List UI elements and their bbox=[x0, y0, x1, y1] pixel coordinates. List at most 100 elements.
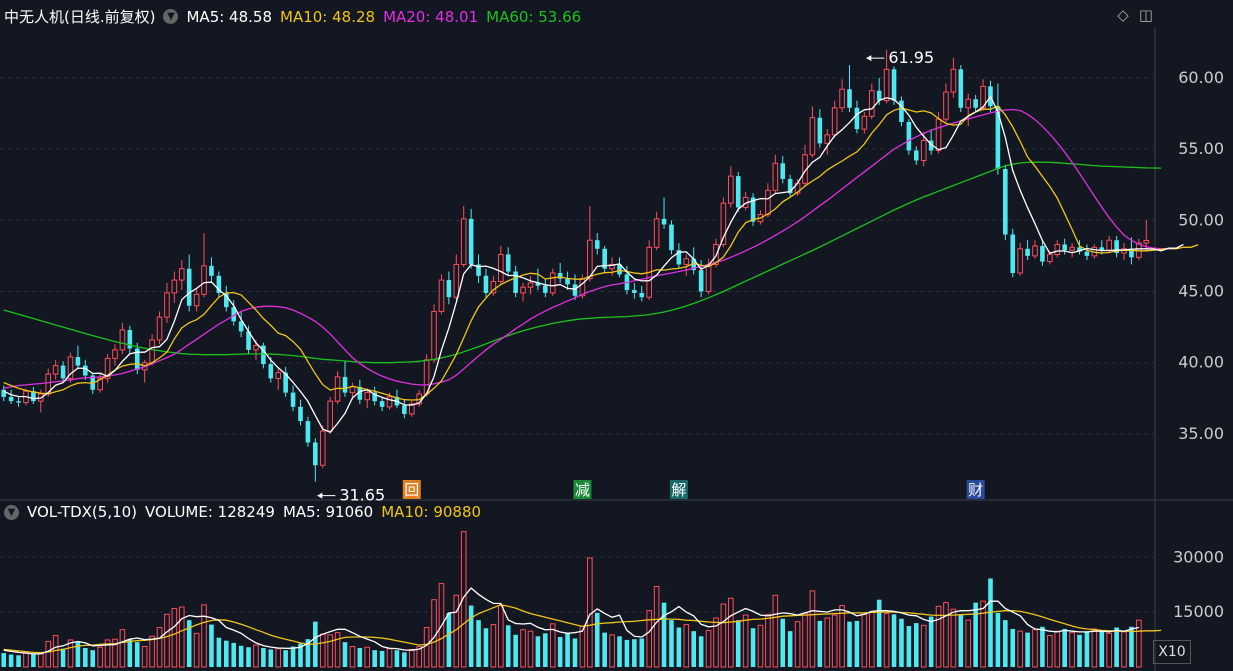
candle-body bbox=[319, 430, 326, 466]
volume-bar bbox=[1047, 635, 1053, 668]
candle-body bbox=[127, 329, 133, 349]
candle-body bbox=[231, 307, 237, 322]
volume-bar bbox=[565, 632, 570, 667]
panel-toggle-icon[interactable]: ◫ bbox=[1138, 6, 1153, 24]
candle-body bbox=[476, 264, 481, 276]
ma10-label: MA10: 48.28 bbox=[280, 7, 376, 26]
volume-bar bbox=[1017, 630, 1023, 668]
candle-body bbox=[171, 279, 178, 294]
candle-body bbox=[617, 264, 622, 275]
volume-bar bbox=[624, 639, 630, 667]
candle-body bbox=[223, 292, 229, 308]
volume-bar bbox=[906, 626, 912, 667]
volume-bar bbox=[164, 613, 170, 668]
candle-body bbox=[164, 292, 170, 318]
chevron-down-icon[interactable]: ▼ bbox=[4, 504, 19, 520]
volume-bar bbox=[579, 625, 586, 668]
volume-bar bbox=[549, 623, 556, 668]
volume-bar bbox=[988, 578, 993, 667]
candle-body bbox=[1047, 253, 1053, 263]
candle-body bbox=[357, 386, 363, 400]
volume-bar bbox=[891, 614, 897, 667]
candle-body bbox=[868, 90, 875, 117]
volume-bar bbox=[899, 618, 904, 667]
volume-bar bbox=[1054, 630, 1061, 668]
volume-bar bbox=[943, 602, 949, 668]
volume-bar bbox=[246, 647, 251, 667]
price-tick-label: 50.00 bbox=[1178, 210, 1224, 229]
volume-bar bbox=[231, 642, 237, 667]
volume-bar bbox=[535, 636, 541, 667]
candle-body bbox=[186, 268, 192, 306]
volume-bar bbox=[319, 633, 326, 668]
event-marker-label: 减 bbox=[575, 481, 590, 499]
candle-body bbox=[913, 150, 919, 161]
candle-body bbox=[386, 396, 393, 408]
candle-body bbox=[1010, 234, 1016, 273]
volume-bar bbox=[423, 626, 430, 668]
volume-bar bbox=[364, 646, 371, 668]
candle-body bbox=[676, 250, 682, 265]
candle-body bbox=[995, 106, 1001, 169]
annotation-arrowhead bbox=[866, 55, 872, 62]
candle-body bbox=[90, 375, 96, 390]
volume-bar bbox=[809, 590, 816, 668]
candle-body bbox=[31, 391, 36, 402]
volume-bar bbox=[83, 647, 88, 667]
chevron-down-icon[interactable]: ▼ bbox=[163, 9, 179, 24]
volume-bar bbox=[156, 626, 163, 668]
candle-body bbox=[1084, 251, 1090, 256]
volume-bar bbox=[802, 613, 808, 668]
candle-body bbox=[438, 279, 445, 312]
diamond-icon[interactable]: ◇ bbox=[1117, 6, 1129, 24]
volume-bar bbox=[505, 625, 511, 667]
volume-bar bbox=[520, 629, 526, 668]
candle-body bbox=[246, 331, 251, 350]
volume-bar bbox=[965, 619, 972, 668]
candle-body bbox=[543, 285, 548, 293]
volume-bar bbox=[958, 615, 964, 667]
candle-body bbox=[973, 99, 978, 108]
volume-bar bbox=[1077, 634, 1082, 667]
price-tick-label: 35.00 bbox=[1178, 424, 1224, 443]
candle-body bbox=[238, 321, 244, 332]
volume-bar bbox=[446, 612, 452, 667]
candle-body bbox=[958, 69, 964, 108]
candle-body bbox=[557, 272, 563, 279]
volume-bar bbox=[950, 608, 957, 668]
annotation-label: 61.95 bbox=[888, 48, 934, 67]
x10-button[interactable]: X10 bbox=[1153, 640, 1191, 664]
volume-bar bbox=[594, 612, 600, 667]
volume-bar bbox=[386, 648, 393, 668]
candle-body bbox=[847, 89, 852, 108]
candle-body bbox=[431, 310, 437, 361]
chart-title: 中无人机(日线.前复权) bbox=[4, 8, 156, 26]
candle-body bbox=[965, 98, 972, 109]
volume-bar bbox=[639, 638, 645, 667]
candle-body bbox=[861, 115, 868, 130]
volume-bar bbox=[876, 599, 882, 667]
candle-body bbox=[268, 364, 274, 379]
candle-body bbox=[261, 345, 266, 365]
volume-bar bbox=[995, 612, 1001, 667]
volume-bar bbox=[868, 610, 875, 668]
volume-bar bbox=[408, 648, 415, 668]
volume-bar bbox=[824, 617, 831, 668]
volume-bar bbox=[261, 647, 266, 667]
candle-body bbox=[609, 263, 615, 270]
candle-body bbox=[1143, 239, 1150, 244]
price-legend: 中无人机(日线.前复权) ▼ MA5: 48.58 MA10: 48.28 MA… bbox=[4, 6, 581, 27]
candle-body bbox=[313, 442, 318, 466]
candle-body bbox=[364, 392, 371, 401]
candle-body bbox=[327, 400, 333, 432]
candle-body bbox=[290, 392, 296, 407]
candle-body bbox=[372, 392, 377, 402]
candle-body bbox=[112, 349, 118, 359]
candle-body bbox=[402, 405, 407, 414]
volume-bar bbox=[298, 643, 303, 667]
candle-body bbox=[408, 403, 415, 415]
annotation-label: 31.65 bbox=[339, 486, 385, 505]
candle-body bbox=[275, 372, 282, 379]
candle-body bbox=[683, 258, 690, 265]
